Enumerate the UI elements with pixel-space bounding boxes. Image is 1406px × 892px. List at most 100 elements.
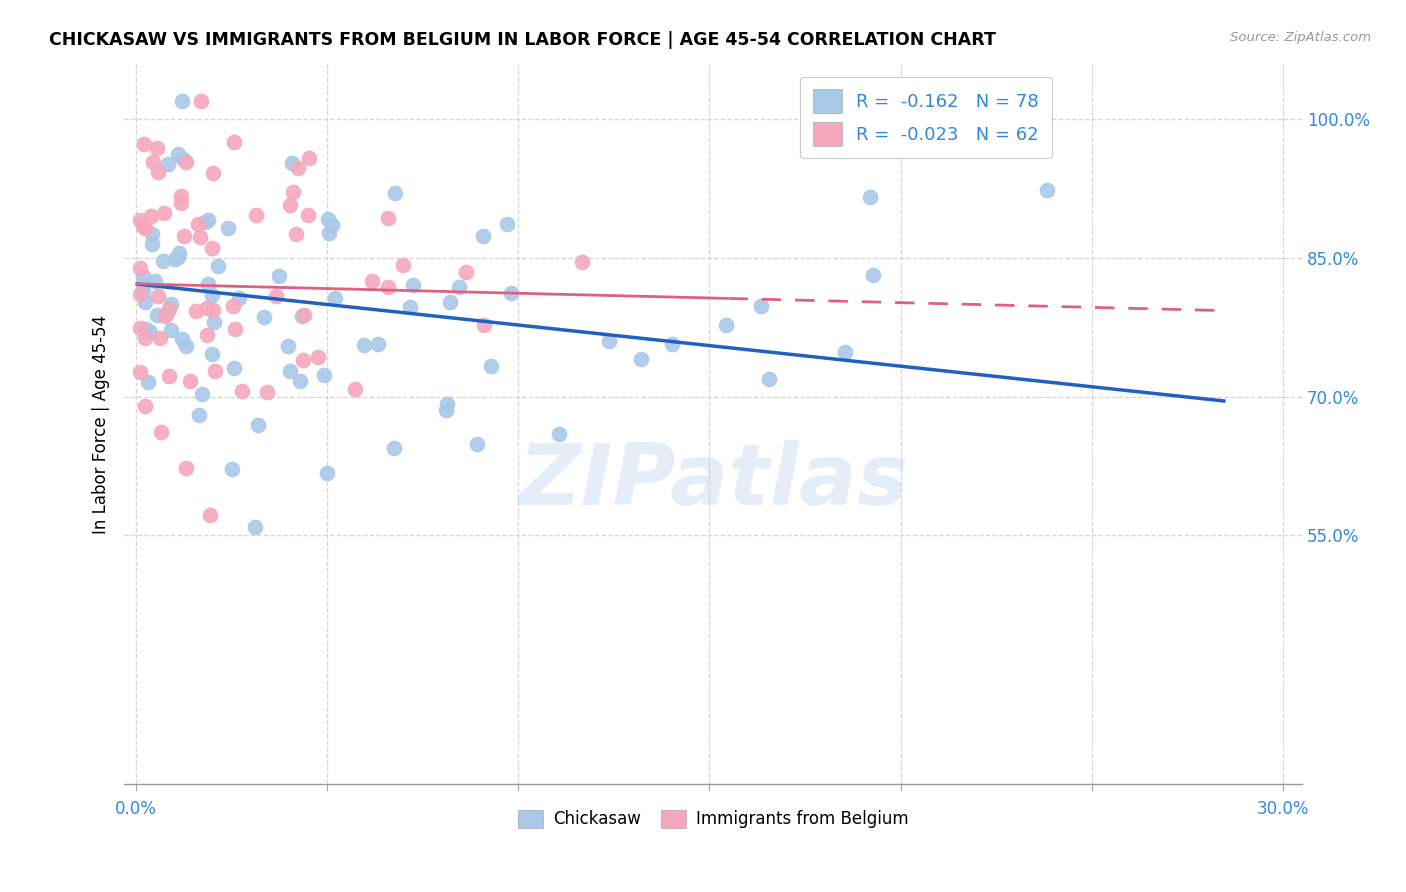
- Point: [222, 135, 245, 149]
- Point: [264, 289, 287, 303]
- Point: [134, 294, 156, 309]
- Point: [172, 153, 194, 167]
- Point: [253, 310, 276, 324]
- Text: Source: ZipAtlas.com: Source: ZipAtlas.com: [1230, 31, 1371, 45]
- Point: [148, 165, 170, 179]
- Point: [307, 351, 329, 365]
- Point: [188, 230, 211, 244]
- Text: CHICKASAW VS IMMIGRANTS FROM BELGIUM IN LABOR FORCE | AGE 45-54 CORRELATION CHAR: CHICKASAW VS IMMIGRANTS FROM BELGIUM IN …: [49, 31, 995, 49]
- Point: [862, 268, 884, 282]
- Point: [202, 315, 225, 329]
- Point: [163, 252, 186, 267]
- Point: [382, 441, 405, 455]
- Point: [150, 425, 173, 439]
- Point: [134, 221, 156, 235]
- Point: [269, 269, 291, 284]
- Point: [436, 397, 458, 411]
- Point: [283, 186, 305, 200]
- Point: [292, 308, 315, 322]
- Point: [128, 320, 150, 334]
- Point: [353, 338, 375, 352]
- Point: [153, 310, 176, 324]
- Point: [246, 418, 269, 433]
- Text: ZIPatlas: ZIPatlas: [517, 441, 908, 524]
- Point: [167, 246, 190, 260]
- Point: [224, 321, 246, 335]
- Point: [277, 339, 299, 353]
- Point: [207, 260, 229, 274]
- Point: [201, 166, 224, 180]
- Point: [148, 289, 170, 303]
- Point: [714, 318, 737, 332]
- Point: [377, 280, 399, 294]
- Point: [291, 309, 314, 323]
- Y-axis label: In Labor Force | Age 45-54: In Labor Force | Age 45-54: [93, 315, 110, 533]
- Point: [290, 375, 312, 389]
- Point: [287, 161, 309, 175]
- Point: [129, 287, 152, 301]
- Point: [661, 337, 683, 351]
- Point: [392, 258, 415, 272]
- Point: [156, 157, 179, 171]
- Point: [201, 303, 224, 318]
- Point: [834, 344, 856, 359]
- Point: [758, 372, 780, 386]
- Point: [170, 196, 193, 211]
- Point: [141, 227, 163, 241]
- Point: [218, 220, 240, 235]
- Point: [367, 337, 389, 351]
- Point: [187, 217, 209, 231]
- Point: [316, 211, 339, 226]
- Point: [200, 508, 222, 522]
- Point: [472, 229, 495, 244]
- Point: [195, 328, 218, 343]
- Point: [191, 386, 214, 401]
- Point: [201, 288, 224, 302]
- Point: [167, 250, 190, 264]
- Point: [134, 330, 156, 344]
- Point: [222, 299, 245, 313]
- Point: [142, 154, 165, 169]
- Point: [314, 368, 336, 383]
- Point: [135, 322, 157, 336]
- Point: [167, 146, 190, 161]
- Point: [136, 376, 159, 390]
- Point: [278, 364, 301, 378]
- Legend: Chickasaw, Immigrants from Belgium: Chickasaw, Immigrants from Belgium: [512, 803, 915, 835]
- Point: [132, 137, 155, 152]
- Point: [149, 331, 172, 345]
- Point: [479, 359, 502, 374]
- Point: [439, 295, 461, 310]
- Point: [321, 218, 343, 232]
- Point: [146, 141, 169, 155]
- Point: [194, 215, 217, 229]
- Point: [157, 368, 180, 383]
- Point: [132, 268, 155, 283]
- Point: [197, 212, 219, 227]
- Point: [139, 325, 162, 339]
- Point: [195, 301, 218, 315]
- Point: [228, 291, 250, 305]
- Point: [134, 399, 156, 413]
- Point: [749, 299, 772, 313]
- Point: [204, 364, 226, 378]
- Point: [360, 275, 382, 289]
- Point: [501, 285, 523, 300]
- Point: [323, 291, 346, 305]
- Point: [281, 156, 304, 170]
- Point: [170, 94, 193, 108]
- Point: [243, 519, 266, 533]
- Point: [176, 461, 198, 475]
- Point: [449, 280, 471, 294]
- Point: [132, 277, 155, 292]
- Point: [434, 403, 457, 417]
- Point: [297, 208, 319, 222]
- Point: [143, 274, 166, 288]
- Point: [160, 323, 183, 337]
- Point: [139, 209, 162, 223]
- Point: [170, 189, 193, 203]
- Point: [173, 228, 195, 243]
- Point: [179, 374, 201, 388]
- Point: [598, 334, 620, 349]
- Point: [495, 217, 517, 231]
